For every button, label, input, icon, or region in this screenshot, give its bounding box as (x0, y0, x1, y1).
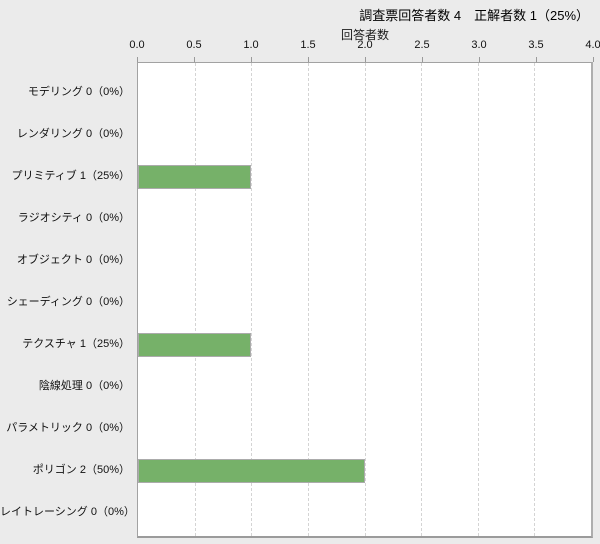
bar-テクスチャ (138, 333, 252, 357)
x-tick-mark (137, 57, 138, 62)
x-tick-label: 3.5 (528, 39, 544, 51)
x-tick-mark (536, 57, 537, 62)
x-tick-mark (593, 57, 594, 62)
x-tick-marks (137, 57, 594, 62)
gridline (421, 63, 423, 536)
category-label: プリミティブ 1（25%） (11, 170, 130, 182)
x-tick-label: 1.0 (243, 39, 259, 51)
category-label: レンダリング 0（0%） (16, 128, 130, 140)
x-tick-mark (422, 57, 423, 62)
x-tick-mark (251, 57, 252, 62)
x-tick-labels: 0.0 0.5 1.0 1.5 2.0 2.5 3.0 3.5 4.0 (129, 39, 600, 53)
bar-ポリゴン (138, 459, 365, 483)
gridline (364, 63, 366, 536)
gridline (307, 63, 309, 536)
category-label: オブジェクト 0（0%） (16, 254, 130, 266)
x-tick-mark (194, 57, 195, 62)
x-tick-label: 2.5 (414, 39, 430, 51)
bar-プリミティブ (138, 165, 252, 189)
x-tick-label: 0.0 (129, 39, 145, 51)
x-axis-title: 回答者数 (340, 28, 389, 42)
category-label: テクスチャ 1（25%） (22, 338, 130, 350)
category-label: ポリゴン 2（50%） (32, 464, 130, 476)
x-tick-mark (308, 57, 309, 62)
category-labels: モデリング 0（0%） レンダリング 0（0%） プリミティブ 1（25%） ラジオシ… (0, 62, 135, 538)
x-tick-label: 4.0 (585, 39, 600, 51)
category-label: モデリング 0（0%） (27, 86, 130, 98)
gridline (251, 63, 253, 536)
category-label: パラメトリック 0（0%） (6, 422, 130, 434)
category-label: レイトレーシング 0（0%） (0, 506, 135, 518)
gridline (534, 63, 536, 536)
x-tick-label: 1.5 (300, 39, 316, 51)
chart-title: 調査票回答者数 4 正解者数 1（25%） (359, 8, 589, 23)
x-tick-mark (365, 57, 366, 62)
x-tick-label: 3.0 (471, 39, 487, 51)
category-label: 陰線処理 0（0%） (38, 380, 130, 392)
category-label: ラジオシティ 0（0%） (17, 212, 130, 224)
plot-area (137, 62, 593, 538)
x-tick-label: 2.0 (357, 39, 373, 51)
x-tick-mark (479, 57, 480, 62)
gridline (477, 63, 479, 536)
x-tick-label: 0.5 (186, 39, 202, 51)
gridline (194, 63, 196, 536)
category-label: シェーディング 0（0%） (6, 296, 130, 308)
